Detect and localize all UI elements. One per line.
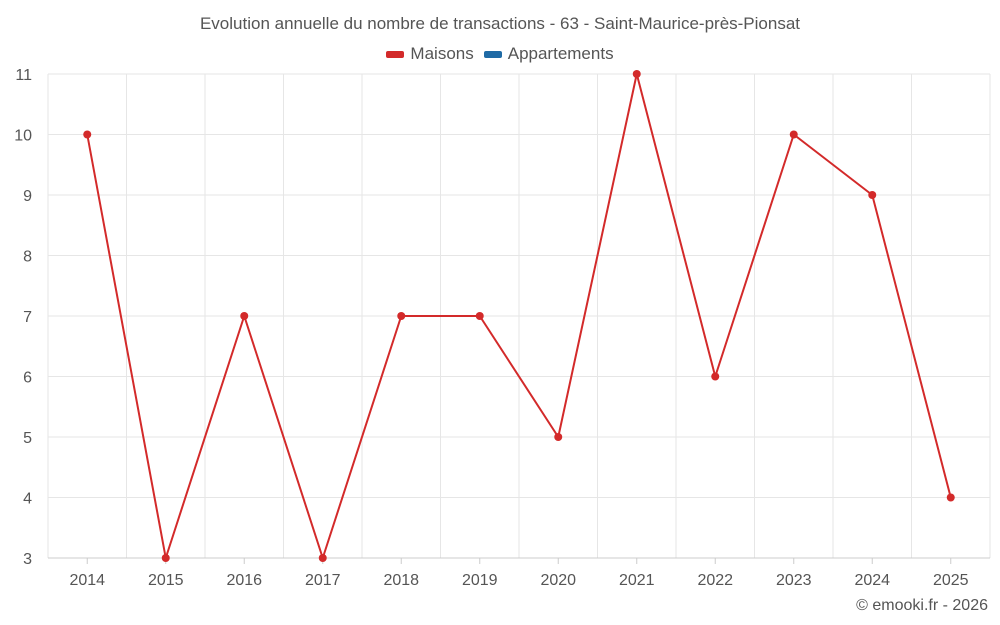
chart-title: Evolution annuelle du nombre de transact…	[199, 14, 801, 33]
y-tick-label: 9	[23, 188, 32, 205]
x-tick-label: 2017	[305, 572, 341, 589]
data-point-maisons-2016	[240, 312, 249, 320]
x-tick-label: 2025	[933, 572, 969, 589]
data-point-maisons-2025	[946, 493, 955, 502]
x-tick-label: 2022	[697, 572, 733, 589]
x-tick-label: 2021	[619, 572, 655, 589]
x-tick-label: 2020	[540, 572, 576, 589]
y-tick-label: 4	[23, 491, 32, 508]
x-tick-label: 2016	[226, 572, 262, 589]
legend-item-maisons[interactable]: Maisons	[386, 44, 474, 64]
data-point-maisons-2020	[554, 433, 563, 441]
data-point-maisons-2015	[161, 554, 170, 562]
legend: Maisons Appartements	[0, 44, 1000, 64]
legend-swatch-appartements	[483, 50, 502, 58]
data-point-maisons-2017	[318, 554, 327, 562]
data-point-maisons-2014	[83, 130, 92, 139]
x-tick-label: 2019	[462, 572, 498, 589]
x-tick-label: 2015	[148, 572, 184, 589]
legend-label-maisons: Maisons	[410, 44, 474, 63]
data-point-maisons-2023	[789, 130, 798, 139]
y-tick-label: 10	[14, 128, 32, 145]
legend-swatch-maisons	[386, 50, 405, 58]
data-point-maisons-2019	[475, 312, 484, 320]
credit: © emooki.fr - 2026	[856, 597, 988, 614]
x-tick-label: 2024	[854, 572, 890, 589]
y-tick-label: 8	[23, 249, 32, 266]
data-point-maisons-2022	[711, 372, 720, 381]
y-tick-label: 3	[23, 551, 32, 568]
y-tick-label: 6	[23, 370, 32, 387]
data-point-maisons-2021	[632, 70, 641, 78]
data-point-maisons-2024	[868, 191, 877, 199]
y-tick-label: 7	[23, 309, 32, 326]
legend-label-appartements: Appartements	[507, 44, 614, 63]
x-tick-label: 2023	[776, 572, 812, 589]
legend-item-appartements[interactable]: Appartements	[483, 44, 614, 64]
x-tick-label: 2018	[383, 572, 419, 589]
series-line-maisons	[86, 73, 952, 559]
y-tick-label: 11	[15, 67, 32, 84]
data-point-maisons-2018	[397, 312, 406, 320]
x-tick-label: 2014	[69, 572, 105, 589]
y-tick-label: 5	[23, 430, 32, 447]
